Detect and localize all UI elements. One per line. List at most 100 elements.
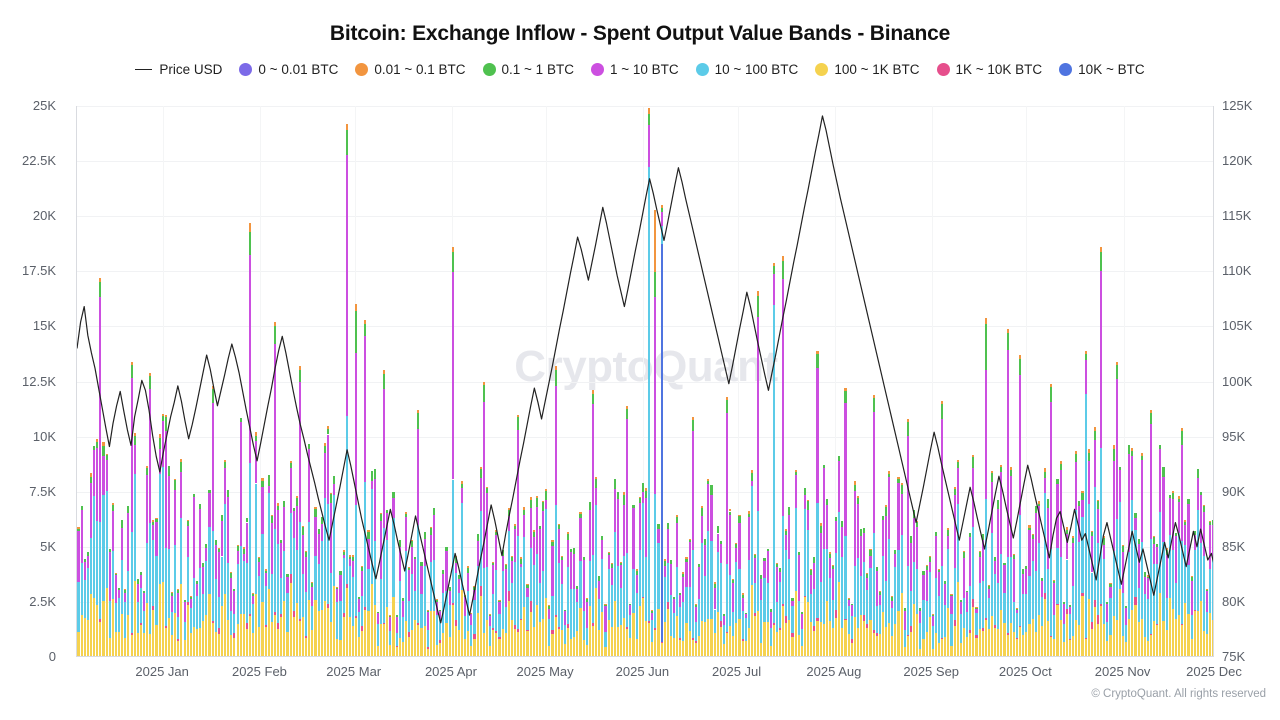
bar-stack[interactable] — [1047, 499, 1050, 657]
bar-stack[interactable] — [545, 489, 548, 657]
bar-stack[interactable] — [264, 569, 267, 657]
bar-stack[interactable] — [432, 508, 436, 657]
bar-stack[interactable] — [407, 566, 411, 657]
bar-stack[interactable] — [1199, 491, 1203, 657]
bar-stack[interactable] — [114, 572, 118, 657]
bar-stack[interactable] — [395, 614, 398, 657]
bar-stack[interactable] — [214, 539, 217, 657]
bar-stack[interactable] — [1065, 527, 1068, 657]
bar-stack[interactable] — [1181, 427, 1184, 657]
bar-stack[interactable] — [869, 548, 872, 657]
bar-stack[interactable] — [358, 597, 361, 657]
bar-stack[interactable] — [1081, 490, 1084, 657]
bar-stack[interactable] — [897, 477, 900, 657]
bar-stack[interactable] — [195, 580, 199, 657]
bar-stack[interactable] — [654, 209, 657, 657]
bar-stack[interactable] — [99, 277, 102, 657]
bar-stack[interactable] — [794, 469, 797, 657]
bar-stack[interactable] — [975, 607, 978, 657]
bar-stack[interactable] — [816, 350, 819, 657]
bar-stack[interactable] — [741, 593, 744, 657]
bar-stack[interactable] — [383, 370, 386, 657]
bar-stack[interactable] — [348, 555, 351, 657]
bar-stack[interactable] — [411, 539, 414, 657]
bar-stack[interactable] — [224, 460, 227, 657]
bar-stack[interactable] — [370, 471, 373, 657]
bar-stack[interactable] — [797, 551, 800, 657]
bar-stack[interactable] — [239, 418, 242, 657]
bar-stack[interactable] — [414, 556, 417, 657]
bar-stack[interactable] — [136, 579, 139, 657]
bar-stack[interactable] — [1143, 572, 1146, 657]
bar-stack[interactable] — [588, 501, 591, 657]
bar-stack[interactable] — [691, 416, 694, 657]
bar-stack[interactable] — [298, 366, 301, 657]
bar-stack[interactable] — [782, 255, 785, 657]
bar-stack[interactable] — [616, 491, 619, 657]
bar-stack[interactable] — [710, 484, 713, 657]
bar-stack[interactable] — [604, 603, 607, 657]
bar-stack[interactable] — [417, 410, 420, 657]
bar-stack[interactable] — [619, 561, 623, 657]
bar-stack[interactable] — [470, 612, 473, 657]
bar-stack[interactable] — [757, 291, 760, 657]
bar-stack[interactable] — [267, 475, 270, 657]
bar-stack[interactable] — [158, 434, 161, 657]
bar-stack[interactable] — [1196, 468, 1199, 657]
bar-stack[interactable] — [1193, 530, 1196, 657]
bar-stack[interactable] — [772, 262, 775, 657]
bar-stack[interactable] — [744, 612, 747, 657]
bar-stack[interactable] — [1146, 575, 1150, 657]
bar-stack[interactable] — [1150, 410, 1153, 657]
bar-stack[interactable] — [779, 568, 782, 657]
bar-stack[interactable] — [563, 609, 566, 657]
bar-stack[interactable] — [333, 475, 336, 657]
bar-stack[interactable] — [139, 572, 142, 657]
bar-stack[interactable] — [847, 597, 850, 657]
bar-stack[interactable] — [1093, 427, 1096, 657]
bar-stack[interactable] — [532, 530, 535, 657]
bar-stack[interactable] — [404, 512, 407, 657]
bar-stack[interactable] — [747, 511, 750, 657]
bar-stack[interactable] — [573, 548, 576, 657]
bar-stack[interactable] — [476, 533, 479, 657]
bar-stack[interactable] — [919, 608, 922, 657]
bar-stack[interactable] — [1000, 464, 1003, 657]
bar-stack[interactable] — [208, 489, 211, 657]
bar-stack[interactable] — [635, 569, 638, 657]
bar-stack[interactable] — [489, 613, 492, 657]
bar-stack[interactable] — [579, 512, 582, 657]
bar-stack[interactable] — [108, 548, 111, 657]
bar-stack[interactable] — [320, 517, 323, 657]
bar-stack[interactable] — [124, 588, 127, 657]
bar-stack[interactable] — [242, 547, 245, 657]
bar-stack[interactable] — [354, 304, 358, 657]
bar-stack[interactable] — [1003, 563, 1006, 657]
bar-stack[interactable] — [1162, 467, 1165, 657]
bar-stack[interactable] — [641, 483, 644, 657]
bar-stack[interactable] — [164, 414, 167, 657]
bar-stack[interactable] — [426, 609, 429, 657]
bar-stack[interactable] — [1131, 447, 1134, 657]
bar-stack[interactable] — [535, 495, 538, 657]
bar-stack[interactable] — [227, 489, 230, 657]
bar-stack[interactable] — [566, 532, 570, 657]
bar-stack[interactable] — [788, 507, 791, 657]
bar-stack[interactable] — [1087, 449, 1090, 657]
bar-stack[interactable] — [1012, 553, 1015, 657]
bar-stack[interactable] — [666, 523, 669, 657]
bar-stack[interactable] — [1171, 491, 1174, 657]
bar-stack[interactable] — [1103, 535, 1106, 657]
bar-stack[interactable] — [245, 518, 248, 657]
bar-stack[interactable] — [1187, 499, 1190, 657]
bar-stack[interactable] — [217, 547, 220, 657]
bar-stack[interactable] — [127, 506, 130, 657]
bar-stack[interactable] — [161, 413, 164, 657]
bar-stack[interactable] — [994, 557, 997, 657]
bar-stack[interactable] — [906, 418, 909, 657]
bar-stack[interactable] — [1184, 520, 1187, 657]
bar-stack[interactable] — [560, 556, 563, 657]
bar-stack[interactable] — [280, 539, 283, 657]
bar-stack[interactable] — [330, 493, 333, 657]
bar-stack[interactable] — [314, 506, 317, 657]
